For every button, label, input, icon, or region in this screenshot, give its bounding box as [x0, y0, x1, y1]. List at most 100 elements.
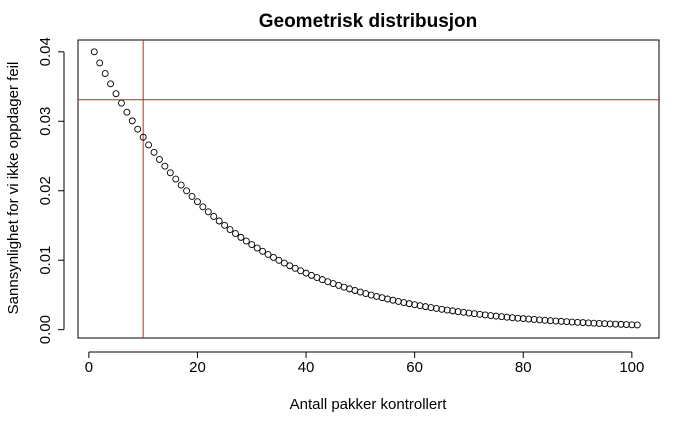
data-point	[264, 250, 272, 258]
data-point	[183, 187, 191, 195]
data-point	[422, 303, 429, 311]
data-point	[117, 99, 125, 107]
x-tick-label: 40	[298, 359, 315, 376]
data-point	[270, 253, 277, 261]
data-point	[514, 314, 522, 322]
data-point	[525, 315, 533, 323]
data-point	[590, 319, 598, 327]
data-point	[470, 310, 478, 318]
data-point	[552, 317, 560, 325]
x-tick-label: 60	[406, 359, 423, 376]
data-point	[96, 59, 104, 67]
data-point	[601, 320, 609, 328]
data-point	[128, 117, 136, 125]
data-point	[546, 317, 554, 325]
plot-frame	[77, 39, 660, 339]
data-point	[563, 318, 571, 326]
data-point	[492, 312, 500, 320]
data-point	[427, 304, 435, 312]
data-point	[199, 203, 207, 211]
data-point	[595, 319, 603, 327]
data-point	[465, 309, 473, 317]
data-point	[259, 247, 267, 255]
data-point	[400, 299, 408, 306]
data-point	[226, 226, 234, 233]
data-point	[194, 198, 201, 206]
data-point	[232, 230, 239, 237]
data-point	[405, 300, 413, 308]
data-point	[188, 192, 196, 200]
data-point	[498, 313, 505, 321]
data-point	[134, 125, 142, 133]
data-point	[557, 317, 565, 325]
x-axis-label: Antall pakker kontrollert	[290, 396, 448, 413]
data-point	[612, 320, 620, 328]
data-point	[286, 262, 294, 270]
data-point	[568, 318, 576, 326]
data-point	[275, 256, 283, 264]
data-point	[177, 181, 185, 189]
data-point	[221, 221, 229, 229]
data-point	[476, 310, 484, 318]
x-tick-label: 20	[189, 359, 206, 376]
data-point	[460, 308, 467, 316]
y-axis-label: Sannsynlighet for vi ikke oppdager feil	[5, 62, 22, 315]
data-point	[204, 208, 212, 216]
data-point	[584, 319, 592, 327]
data-point	[215, 217, 223, 225]
data-point	[139, 133, 147, 141]
y-tick-label: 0.04	[37, 37, 54, 66]
data-point	[579, 319, 587, 327]
data-point	[242, 237, 250, 245]
data-point	[487, 312, 495, 320]
y-tick-label: 0.03	[37, 107, 54, 136]
data-point	[166, 169, 174, 177]
data-point	[112, 90, 120, 98]
data-point	[508, 314, 516, 322]
data-point	[416, 302, 424, 310]
data-point	[394, 297, 402, 305]
data-point	[628, 321, 636, 329]
y-tick-label: 0.00	[37, 315, 54, 344]
x-tick-label: 80	[515, 359, 532, 376]
data-point	[633, 321, 641, 329]
data-point	[541, 316, 549, 324]
data-point	[389, 296, 397, 304]
data-point	[454, 308, 462, 316]
data-point	[145, 141, 153, 149]
data-point	[253, 244, 261, 252]
data-point	[291, 264, 299, 272]
data-point	[519, 315, 527, 323]
data-point	[161, 162, 169, 170]
chart-title: Geometrisk distribusjon	[259, 11, 478, 32]
data-point	[530, 316, 538, 323]
data-point	[107, 80, 115, 88]
data-point	[172, 175, 180, 183]
data-point	[150, 148, 158, 156]
data-point	[574, 318, 582, 326]
data-point	[606, 320, 614, 328]
data-point	[449, 307, 457, 315]
data-point	[432, 304, 440, 312]
data-point	[155, 155, 163, 163]
data-point	[503, 313, 511, 321]
y-tick-label: 0.01	[37, 246, 54, 275]
y-tick-label: 0.02	[37, 176, 54, 205]
data-point	[90, 48, 98, 56]
data-point	[237, 233, 245, 241]
data-point	[438, 305, 446, 313]
x-tick-label: 0	[85, 359, 93, 376]
data-point	[123, 108, 131, 116]
data-point	[481, 311, 489, 319]
data-point	[248, 241, 256, 249]
data-point	[411, 301, 419, 309]
data-point	[622, 321, 630, 329]
data-point	[443, 306, 451, 314]
data-point	[536, 316, 543, 324]
data-point	[280, 259, 288, 267]
data-point	[210, 213, 218, 220]
data-point	[101, 70, 109, 78]
x-tick-label: 100	[619, 359, 644, 376]
plot-area: 0 20 40 60 80 100 0.00 0.01 0.02 0.03 0.04	[37, 37, 660, 376]
